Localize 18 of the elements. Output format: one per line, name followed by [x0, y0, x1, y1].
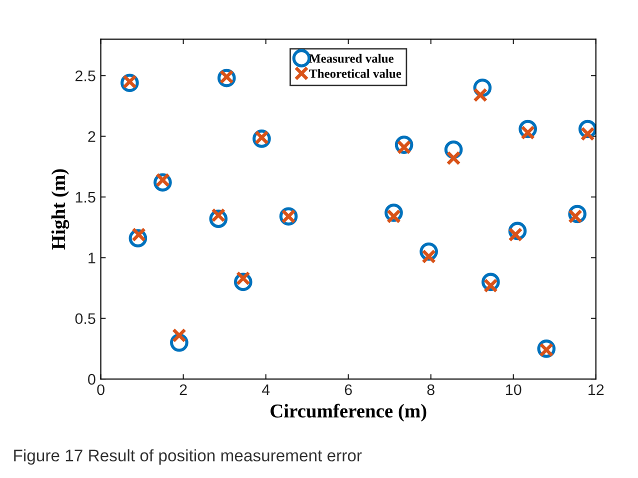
- x-tick-label: 4: [262, 384, 270, 395]
- x-tick-label: 12: [588, 384, 604, 395]
- y-tick-label: 2: [88, 131, 96, 142]
- y-tick-label: 0.5: [75, 313, 96, 324]
- point: [446, 150, 461, 166]
- y-axis-title: Hight (m): [51, 169, 70, 250]
- x-tick-label: 0: [97, 384, 104, 396]
- y-tick-label: 0: [88, 374, 96, 385]
- x-tick-label: 6: [344, 384, 352, 396]
- x-tick-label: 10: [506, 384, 522, 396]
- caption: Figure 17 Result of position measurement error: [14, 449, 362, 465]
- y-tick-label: 1.5: [76, 192, 96, 203]
- legend-label: Theoretical value: [309, 69, 402, 78]
- y-tick-label: 1: [88, 252, 96, 264]
- y-tick-label: 2.5: [75, 70, 96, 82]
- x-axis-title: Circumference (m): [270, 404, 426, 422]
- x-tick-label: 2: [180, 384, 187, 395]
- x-tick-label: 8: [427, 384, 434, 396]
